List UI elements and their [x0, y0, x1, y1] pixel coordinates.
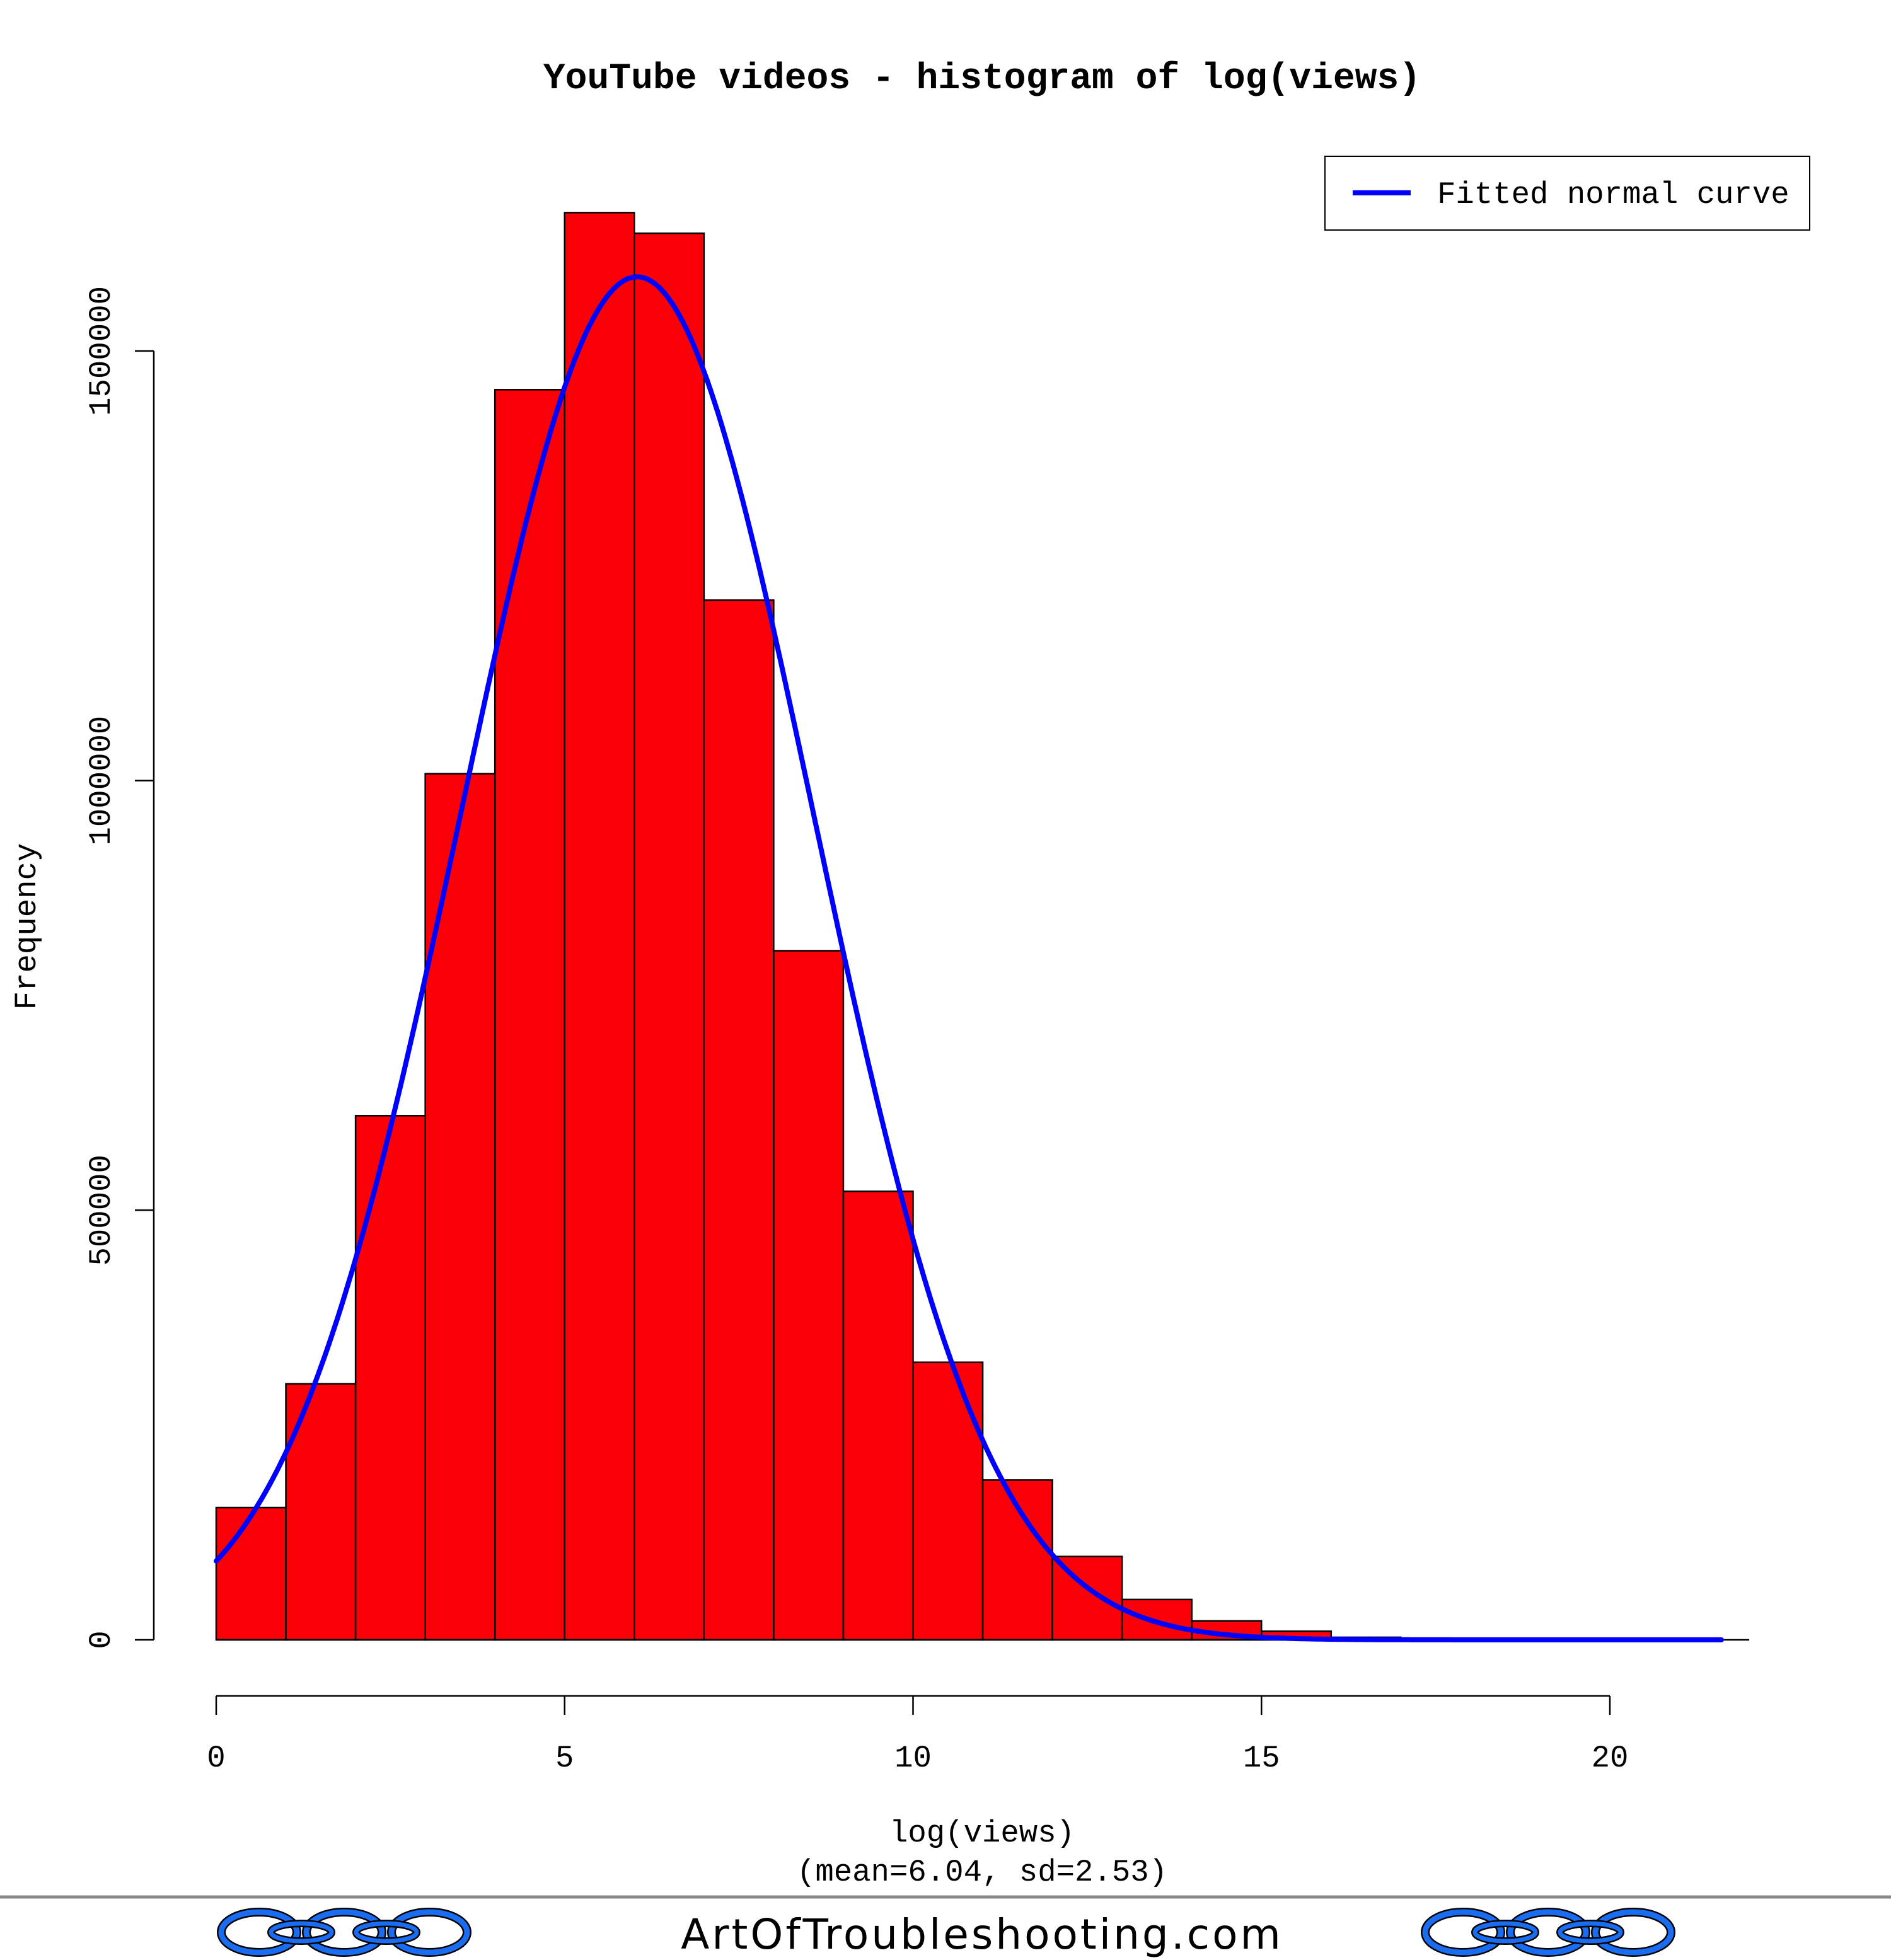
chain-link-icon [1421, 1908, 1675, 1957]
legend-label: Fitted normal curve [1437, 177, 1790, 212]
x-axis-sublabel: (mean=6.04, sd=2.53) [797, 1855, 1167, 1890]
legend: Fitted normal curve [1324, 156, 1810, 231]
x-tick-label: 20 [1592, 1741, 1629, 1776]
histogram-bar [354, 1115, 426, 1641]
y-axis: 0 500000 1000000 1500000 [84, 286, 155, 1649]
histogram-bar [215, 1506, 287, 1641]
y-tick-label: 0 [84, 1630, 119, 1649]
chain-link [1558, 1921, 1623, 1944]
x-tick-label: 15 [1243, 1741, 1280, 1776]
chain-link-icon [217, 1908, 471, 1957]
histogram-bar [633, 232, 705, 1641]
chain-ring [218, 1909, 300, 1956]
y-tick-label: 1000000 [84, 716, 119, 846]
x-tick-label: 10 [894, 1741, 932, 1776]
chain-ring [1592, 1909, 1674, 1956]
chain-ring [303, 1909, 385, 1956]
histogram-bar [842, 1190, 914, 1641]
histogram-bar [564, 212, 635, 1641]
chain-ring [1422, 1909, 1504, 1956]
y-axis-label: Frequency [9, 843, 45, 1010]
chain-link [354, 1921, 419, 1944]
footer-site-name: ArtOfTroubleshooting.com [681, 1910, 1283, 1959]
x-axis: 0 5 10 15 20 [207, 1695, 1629, 1776]
x-tick-label: 5 [555, 1741, 574, 1776]
x-axis-label: log(views) [889, 1816, 1075, 1851]
chain-link [1472, 1921, 1538, 1944]
chain-ring [1507, 1909, 1589, 1956]
bars-group [215, 212, 1750, 1641]
histogram-bar [424, 773, 496, 1641]
fitted-normal-curve [214, 274, 1724, 1642]
y-tick-label: 1500000 [84, 286, 119, 416]
histogram-bar [773, 950, 845, 1641]
histogram-bar [285, 1383, 357, 1641]
x-tick-label: 0 [207, 1741, 225, 1776]
histogram-bar [912, 1361, 984, 1641]
chain-link [269, 1921, 334, 1944]
y-tick-label: 500000 [84, 1155, 119, 1265]
histogram-bar [494, 389, 566, 1641]
chart-title: YouTube videos - histogram of log(views) [543, 59, 1421, 100]
chain-ring [388, 1909, 470, 1956]
histogram-bar [703, 599, 775, 1641]
